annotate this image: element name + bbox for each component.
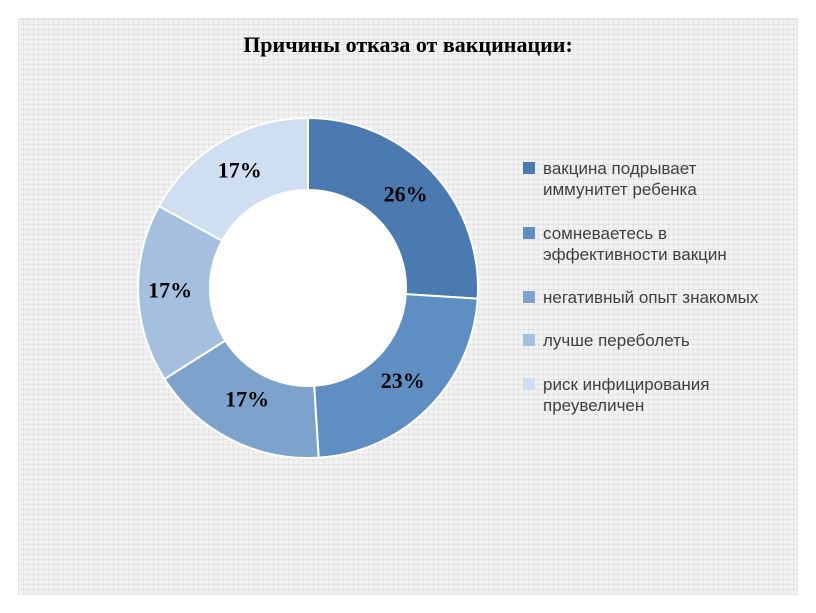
legend-swatch-1 — [523, 227, 535, 239]
legend-text-1: сомневаетесь в эффективности вакцин — [543, 223, 778, 266]
legend-text-4: риск инфицирования преувеличен — [543, 374, 778, 417]
legend: вакцина подрывает иммунитет ребенка сомне… — [523, 158, 778, 438]
legend-item-4: риск инфицирования преувеличен — [523, 374, 778, 417]
slice-label-2: 17% — [225, 386, 269, 411]
legend-swatch-2 — [523, 291, 535, 303]
slice-label-3: 17% — [148, 277, 192, 302]
slice-label-1: 23% — [381, 368, 425, 393]
legend-item-0: вакцина подрывает иммунитет ребенка — [523, 158, 778, 201]
legend-item-3: лучше переболеть — [523, 330, 778, 351]
legend-swatch-3 — [523, 334, 535, 346]
chart-panel: Причины отказа от вакцинации: 26% 23% 17% 1… — [18, 18, 798, 595]
legend-item-2: негативный опыт знакомых — [523, 287, 778, 308]
donut-chart: 26% 23% 17% 17% 17% — [108, 88, 508, 488]
legend-swatch-4 — [523, 378, 535, 390]
slice-label-4: 17% — [218, 158, 262, 183]
legend-swatch-0 — [523, 162, 535, 174]
chart-title: Причины отказа от вакцинации: — [18, 32, 798, 58]
slice-label-0: 26% — [384, 181, 428, 206]
donut-hole — [211, 191, 405, 385]
legend-item-1: сомневаетесь в эффективности вакцин — [523, 223, 778, 266]
legend-text-2: негативный опыт знакомых — [543, 287, 778, 308]
legend-text-0: вакцина подрывает иммунитет ребенка — [543, 158, 778, 201]
legend-text-3: лучше переболеть — [543, 330, 778, 351]
